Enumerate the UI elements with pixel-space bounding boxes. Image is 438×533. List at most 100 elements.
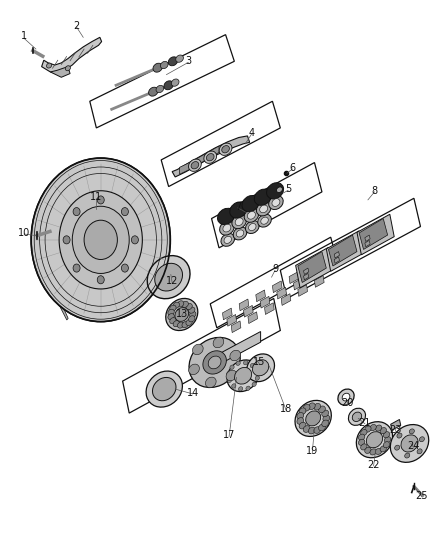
Ellipse shape xyxy=(186,303,192,310)
Ellipse shape xyxy=(219,143,232,156)
Ellipse shape xyxy=(191,161,199,169)
Ellipse shape xyxy=(366,432,383,448)
Text: 6: 6 xyxy=(290,163,296,173)
Ellipse shape xyxy=(164,81,173,90)
Polygon shape xyxy=(310,269,320,281)
Ellipse shape xyxy=(177,301,184,307)
Polygon shape xyxy=(365,240,370,247)
Polygon shape xyxy=(359,219,388,249)
Polygon shape xyxy=(304,273,309,280)
Polygon shape xyxy=(231,321,241,333)
Text: 10: 10 xyxy=(18,228,30,238)
Ellipse shape xyxy=(254,189,271,205)
Polygon shape xyxy=(277,287,286,299)
Text: 20: 20 xyxy=(341,399,353,408)
Ellipse shape xyxy=(189,307,195,313)
Polygon shape xyxy=(256,290,265,302)
Ellipse shape xyxy=(189,337,240,387)
Polygon shape xyxy=(314,276,324,287)
Ellipse shape xyxy=(177,322,184,328)
Ellipse shape xyxy=(244,208,259,222)
Ellipse shape xyxy=(224,236,232,244)
Ellipse shape xyxy=(342,393,350,401)
Ellipse shape xyxy=(189,316,195,322)
Ellipse shape xyxy=(219,221,234,235)
Polygon shape xyxy=(42,37,102,74)
Polygon shape xyxy=(248,312,258,324)
Ellipse shape xyxy=(59,191,142,289)
Text: 12: 12 xyxy=(166,277,178,286)
Ellipse shape xyxy=(182,301,188,308)
Polygon shape xyxy=(391,419,401,430)
Ellipse shape xyxy=(156,85,164,93)
Ellipse shape xyxy=(245,221,259,233)
Ellipse shape xyxy=(303,426,310,432)
Ellipse shape xyxy=(370,449,376,455)
Ellipse shape xyxy=(232,215,247,229)
Polygon shape xyxy=(265,303,274,314)
Text: 22: 22 xyxy=(367,460,380,470)
Ellipse shape xyxy=(236,361,240,366)
Ellipse shape xyxy=(230,202,247,218)
Ellipse shape xyxy=(247,354,275,382)
Ellipse shape xyxy=(401,435,418,452)
Ellipse shape xyxy=(238,386,243,391)
Ellipse shape xyxy=(221,233,235,246)
Polygon shape xyxy=(208,332,261,370)
Ellipse shape xyxy=(380,446,386,452)
Ellipse shape xyxy=(375,425,382,431)
Polygon shape xyxy=(306,263,315,274)
Polygon shape xyxy=(223,308,232,320)
Polygon shape xyxy=(304,268,309,274)
Polygon shape xyxy=(260,296,270,308)
Ellipse shape xyxy=(131,236,138,244)
Ellipse shape xyxy=(155,263,183,291)
Text: 17: 17 xyxy=(223,431,235,440)
Ellipse shape xyxy=(405,453,410,458)
Ellipse shape xyxy=(348,408,366,425)
Ellipse shape xyxy=(160,61,168,69)
Ellipse shape xyxy=(395,445,400,450)
Polygon shape xyxy=(298,285,307,296)
Ellipse shape xyxy=(306,411,321,426)
Ellipse shape xyxy=(242,196,259,212)
Ellipse shape xyxy=(360,444,367,450)
Text: 2: 2 xyxy=(74,21,80,30)
Polygon shape xyxy=(293,278,303,290)
Text: 11: 11 xyxy=(90,192,102,202)
Ellipse shape xyxy=(357,422,392,458)
Ellipse shape xyxy=(213,337,224,348)
Ellipse shape xyxy=(258,214,272,227)
Text: 8: 8 xyxy=(371,186,378,196)
Ellipse shape xyxy=(232,384,236,388)
Ellipse shape xyxy=(226,370,237,381)
Text: 25: 25 xyxy=(416,491,428,500)
Polygon shape xyxy=(272,281,282,293)
Ellipse shape xyxy=(360,430,367,435)
Ellipse shape xyxy=(297,418,304,424)
Ellipse shape xyxy=(188,159,201,172)
Polygon shape xyxy=(244,305,253,317)
Ellipse shape xyxy=(299,408,306,415)
Text: 24: 24 xyxy=(407,441,420,451)
Text: 5: 5 xyxy=(285,184,291,194)
Polygon shape xyxy=(172,136,250,177)
Ellipse shape xyxy=(186,319,192,326)
Ellipse shape xyxy=(168,57,178,66)
Polygon shape xyxy=(289,272,299,284)
Ellipse shape xyxy=(375,448,382,455)
Ellipse shape xyxy=(390,425,429,462)
Ellipse shape xyxy=(370,424,376,431)
Polygon shape xyxy=(334,257,339,263)
Ellipse shape xyxy=(227,378,232,383)
Ellipse shape xyxy=(365,447,371,454)
Ellipse shape xyxy=(152,377,176,401)
Polygon shape xyxy=(31,240,68,320)
Ellipse shape xyxy=(385,437,391,443)
Ellipse shape xyxy=(84,220,117,260)
Ellipse shape xyxy=(65,66,71,71)
Ellipse shape xyxy=(171,79,179,86)
Ellipse shape xyxy=(230,365,234,369)
Ellipse shape xyxy=(193,344,203,354)
Ellipse shape xyxy=(189,364,199,375)
